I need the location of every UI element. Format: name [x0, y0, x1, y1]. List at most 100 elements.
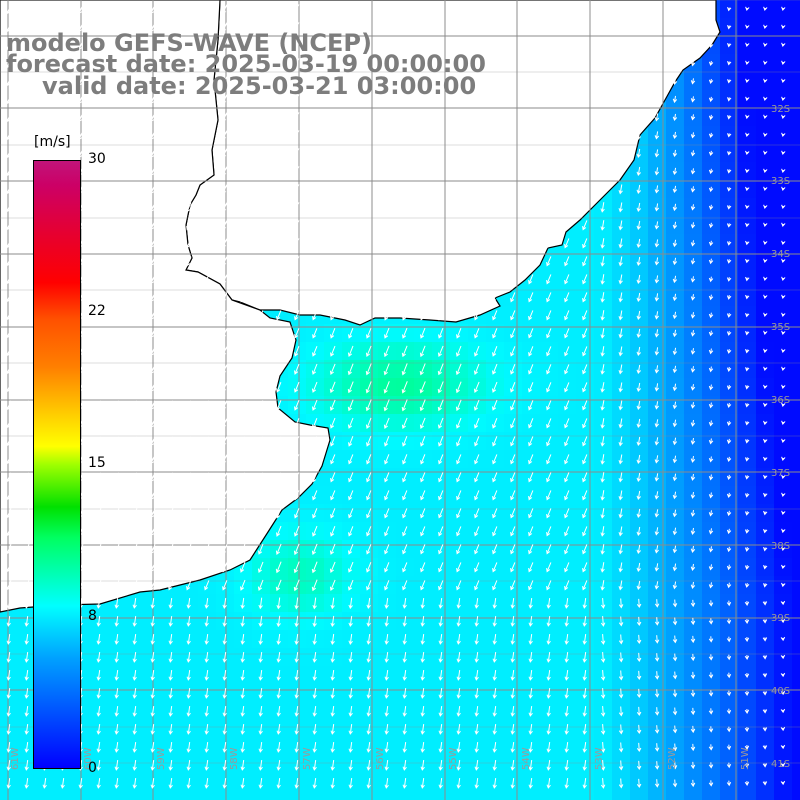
wind-arrow — [672, 239, 678, 248]
wind-arrow — [708, 780, 714, 787]
wind-arrow — [654, 671, 660, 680]
wind-arrow — [708, 294, 714, 301]
wind-arrow — [312, 94, 318, 105]
wind-arrow — [24, 274, 30, 285]
wind-arrow — [186, 706, 191, 717]
wind-arrow — [168, 94, 174, 105]
wind-arrow — [150, 202, 156, 213]
wind-speed-cell — [792, 450, 800, 469]
wind-arrow — [618, 400, 623, 411]
wind-arrow — [528, 256, 534, 267]
wind-arrow — [492, 634, 497, 645]
model-title: modelo GEFS-WAVE (NCEP) — [6, 29, 372, 57]
wind-arrow — [672, 527, 678, 536]
wind-arrow — [528, 418, 534, 429]
wind-speed-cell — [792, 468, 800, 487]
wind-arrow — [745, 385, 750, 390]
wind-arrow — [294, 22, 300, 33]
wind-arrow — [492, 274, 498, 285]
wind-arrow — [763, 402, 768, 408]
wind-arrow — [781, 384, 786, 389]
wind-arrow — [366, 40, 372, 51]
wind-arrow — [420, 598, 425, 609]
wind-arrow — [186, 166, 192, 177]
wind-arrow — [258, 4, 264, 15]
wind-arrow — [546, 76, 552, 87]
wind-arrow — [727, 43, 732, 48]
wind-arrow — [690, 510, 696, 517]
wind-speed-cell — [792, 774, 800, 793]
wind-arrow — [402, 94, 408, 105]
wind-arrow — [763, 168, 768, 173]
wind-arrow — [168, 580, 174, 591]
wind-arrow — [438, 598, 443, 609]
wind-arrow — [474, 238, 480, 249]
wind-arrow — [600, 472, 605, 483]
wind-arrow — [258, 706, 263, 717]
wind-arrow — [745, 294, 750, 300]
wind-arrow — [546, 508, 552, 519]
wind-arrow — [222, 508, 228, 519]
wind-arrow — [600, 724, 606, 735]
wind-arrow — [168, 22, 174, 33]
wind-arrow — [168, 652, 173, 663]
wind-arrow — [672, 311, 678, 320]
wind-arrow — [329, 381, 336, 394]
wind-arrow — [510, 400, 516, 411]
wind-arrow — [168, 472, 174, 483]
wind-arrow — [420, 22, 426, 33]
wind-arrow — [96, 742, 101, 753]
wind-speed-cell — [756, 792, 775, 800]
wind-speed-cell — [792, 234, 800, 253]
wind-arrow — [186, 526, 192, 537]
wind-arrow — [618, 328, 623, 339]
wind-arrow — [474, 436, 480, 447]
wind-arrow — [708, 42, 714, 48]
wind-arrow — [6, 760, 11, 771]
wind-arrow — [42, 130, 48, 141]
wind-arrow — [330, 58, 336, 69]
wind-arrow — [636, 490, 641, 501]
wind-speed-cell — [666, 792, 685, 800]
wind-arrow — [6, 112, 12, 123]
wind-arrow — [726, 726, 732, 733]
wind-arrow — [546, 274, 552, 285]
wind-speed-cell — [792, 126, 800, 145]
wind-arrow — [330, 202, 336, 213]
wind-arrow — [384, 670, 389, 681]
wind-arrow — [186, 670, 191, 681]
wind-arrow — [780, 726, 786, 732]
wind-arrow — [474, 670, 479, 681]
wind-arrow — [438, 508, 444, 519]
wind-arrow — [114, 418, 120, 429]
wind-arrow — [636, 472, 641, 483]
wind-arrow — [96, 58, 102, 69]
wind-arrow — [420, 616, 425, 627]
wind-arrow — [600, 706, 606, 717]
wind-arrow — [420, 526, 426, 537]
wind-arrow — [258, 436, 264, 447]
wind-arrow — [96, 544, 102, 555]
wind-arrow — [186, 562, 192, 573]
wind-arrow — [114, 400, 120, 411]
wind-arrow — [276, 94, 282, 105]
wind-arrow — [240, 688, 245, 699]
wind-arrow — [528, 688, 533, 699]
wind-arrow — [564, 778, 569, 789]
wind-arrow — [402, 130, 408, 141]
wind-arrow — [708, 186, 714, 193]
wind-arrow — [312, 40, 318, 51]
wind-arrow — [474, 652, 479, 663]
wind-speed-cell — [792, 648, 800, 667]
wind-arrow — [456, 58, 462, 69]
wind-arrow — [781, 582, 786, 588]
wind-arrow — [618, 184, 623, 195]
wind-arrow — [474, 580, 480, 591]
wind-arrow — [600, 490, 605, 501]
wind-speed-cell — [792, 558, 800, 577]
wind-arrow — [528, 238, 534, 249]
latitude-label: 39S — [771, 613, 791, 624]
wind-arrow — [132, 94, 138, 105]
wind-arrow — [492, 724, 497, 735]
wind-arrow — [78, 94, 84, 105]
